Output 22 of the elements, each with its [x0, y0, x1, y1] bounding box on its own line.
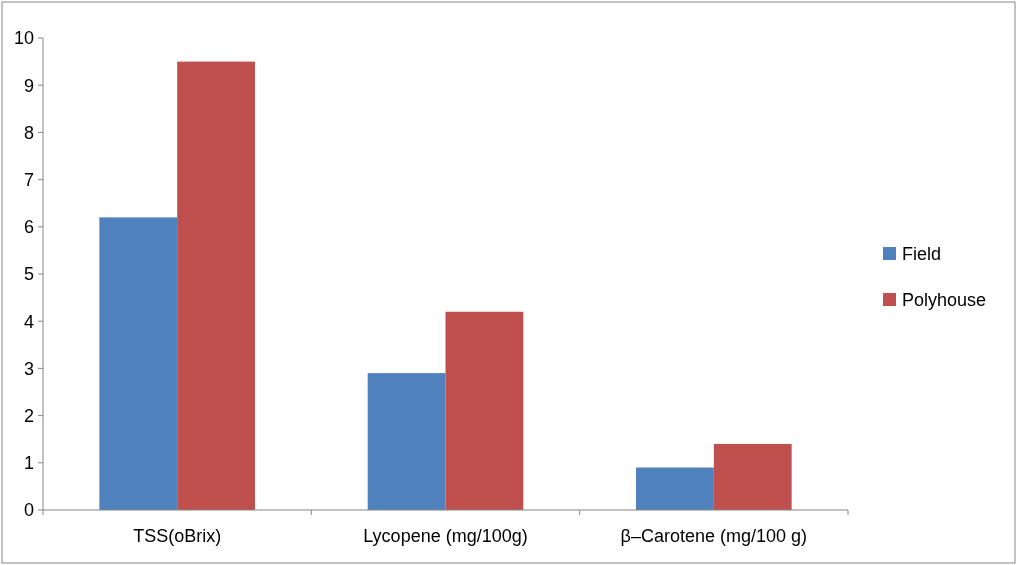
y-tick-label: 3 [23, 358, 34, 379]
y-tick-label: 9 [23, 75, 34, 96]
y-tick-label: 8 [23, 122, 34, 143]
legend-label: Field [902, 244, 942, 265]
x-tick-label: TSS(oBrix) [133, 526, 222, 546]
y-tick-label: 0 [23, 500, 34, 521]
y-tick-label: 7 [23, 169, 34, 190]
x-tick-label: Lycopene (mg/100g) [363, 526, 528, 546]
bar [367, 373, 446, 510]
y-tick-label: 4 [23, 311, 34, 332]
bar [636, 467, 714, 510]
x-tick-label: β–Carotene (mg/100 g) [620, 526, 808, 546]
y-tick-label: 6 [23, 217, 34, 238]
bar [445, 311, 524, 510]
legend-label: Polyhouse [902, 290, 987, 311]
bar [713, 443, 792, 510]
bar [99, 217, 178, 510]
y-tick-label: 5 [23, 264, 34, 285]
y-tick-label: 2 [23, 405, 34, 426]
y-tick-label: 10 [13, 28, 34, 49]
y-tick-label: 1 [23, 453, 34, 474]
bar [177, 61, 255, 510]
